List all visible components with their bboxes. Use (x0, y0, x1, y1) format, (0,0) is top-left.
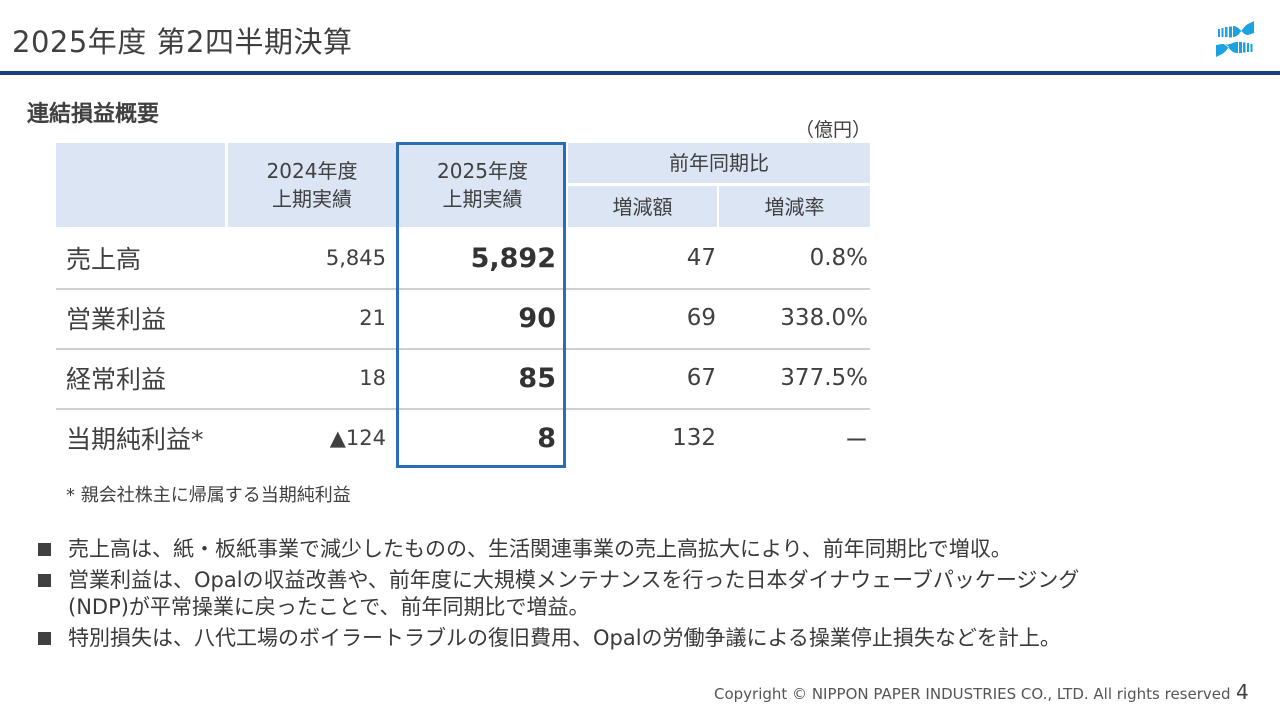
square-bullet-icon (38, 632, 51, 645)
header-divider (0, 71, 1280, 75)
row-label: 経常利益 (66, 365, 167, 394)
bullet-text-continued: (NDP)が平常操業に戻ったことで、前年同期比で増益。 (68, 595, 590, 619)
header-prev-year: 2024年度 上期実績 (228, 143, 396, 227)
diff-value: 47 (686, 245, 716, 271)
header-blank-cell (56, 143, 225, 227)
table-row-ordinary-profit: 経常利益 18 85 67 377.5% (56, 348, 870, 410)
header-diff: 増減額 (568, 186, 717, 227)
diff-value: 132 (672, 425, 716, 451)
table-row-sales: 売上高 5,845 5,892 47 0.8% (56, 228, 870, 290)
bullet-text: 売上高は、紙・板紙事業で減少したものの、生活関連事業の売上高拡大により、前年同期… (68, 537, 1012, 561)
square-bullet-icon (38, 543, 51, 556)
nippon-paper-logo-icon (1210, 15, 1260, 65)
footnote: * 親会社株主に帰属する当期純利益 (66, 485, 351, 506)
prev-value: 18 (359, 366, 386, 390)
copyright-notice: Copyright © NIPPON PAPER INDUSTRIES CO.,… (714, 685, 1231, 703)
prev-value: 5,845 (325, 246, 386, 270)
bullet-text: 営業利益は、Opalの収益改善や、前年度に大規模メンテナンスを行った日本ダイナウ… (68, 568, 1080, 592)
square-bullet-icon (38, 574, 51, 587)
rate-value: 338.0% (780, 305, 868, 331)
diff-value: 67 (686, 365, 716, 391)
header-rate: 増減率 (719, 186, 870, 227)
curr-value: 85 (518, 362, 556, 394)
row-label: 当期純利益* (66, 425, 204, 454)
header-prev-year-line1: 2024年度 (266, 159, 358, 183)
section-title: 連結損益概要 (27, 102, 160, 127)
diff-value: 69 (686, 305, 716, 331)
row-label: 営業利益 (66, 305, 167, 334)
table-row-operating-profit: 営業利益 21 90 69 338.0% (56, 288, 870, 350)
header-prev-year-line2: 上期実績 (272, 187, 352, 211)
rate-value: 0.8% (809, 245, 868, 271)
rate-value: ー (845, 428, 868, 454)
bullet-item-operating-profit: 営業利益は、Opalの収益改善や、前年度に大規模メンテナンスを行った日本ダイナウ… (38, 567, 1238, 621)
bullet-item-extraordinary-loss: 特別損失は、八代工場のボイラートラブルの復旧費用、Opalの労働争議による操業停… (38, 625, 1238, 652)
rate-value: 377.5% (780, 365, 868, 391)
header-curr-year-line1: 2025年度 (437, 159, 528, 183)
page-number: 4 (1236, 680, 1249, 704)
bullet-item-sales: 売上高は、紙・板紙事業で減少したものの、生活関連事業の売上高拡大により、前年同期… (38, 536, 1238, 563)
summary-bullets: 売上高は、紙・板紙事業で減少したものの、生活関連事業の売上高拡大により、前年同期… (38, 536, 1238, 656)
curr-value: 8 (537, 422, 556, 454)
table-row-net-income: 当期純利益* ▲124 8 132 ー (56, 408, 870, 468)
unit-label: （億円） (795, 119, 872, 141)
bullet-text: 特別損失は、八代工場のボイラートラブルの復旧費用、Opalの労働争議による操業停… (68, 626, 1061, 650)
row-label: 売上高 (66, 245, 142, 274)
header-curr-year-line2: 上期実績 (442, 187, 523, 211)
header-curr-year: 2025年度 上期実績 (399, 143, 566, 227)
page-title: 2025年度 第2四半期決算 (12, 25, 353, 59)
curr-value: 5,892 (470, 242, 556, 274)
curr-value: 90 (518, 302, 556, 334)
prev-value: ▲124 (329, 426, 386, 450)
prev-value: 21 (359, 306, 386, 330)
header-yoy-group: 前年同期比 (568, 143, 870, 183)
